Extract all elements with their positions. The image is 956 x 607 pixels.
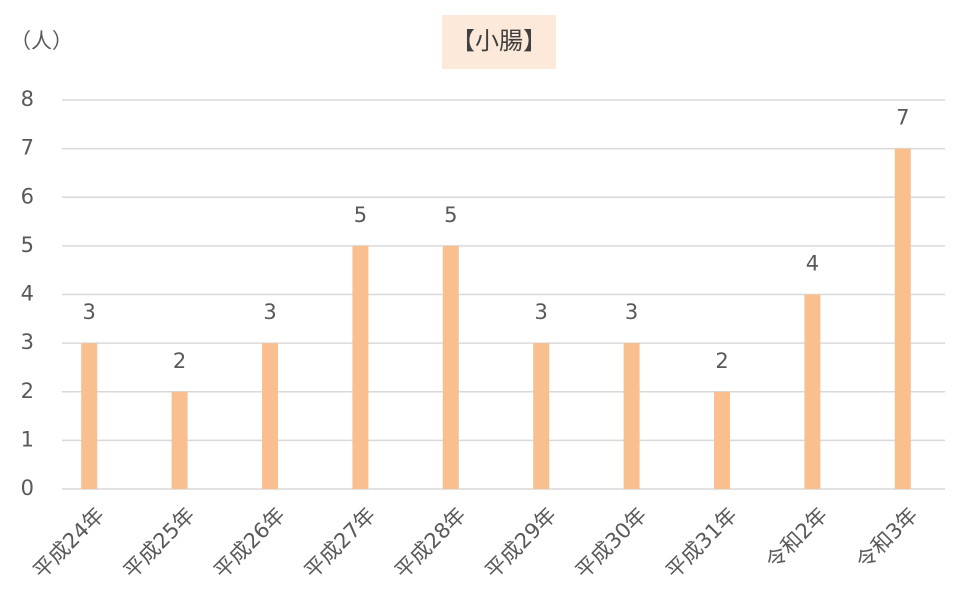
title-box bbox=[442, 15, 556, 69]
x-tick-label: 平成28年 bbox=[390, 503, 470, 583]
bar bbox=[894, 148, 911, 489]
data-label: 5 bbox=[354, 203, 367, 227]
data-label: 4 bbox=[806, 252, 819, 276]
x-tick-label: 平成27年 bbox=[300, 503, 380, 583]
x-tick-label: 平成29年 bbox=[481, 503, 561, 583]
data-label: 3 bbox=[625, 300, 638, 324]
x-tick-label: 平成31年 bbox=[661, 503, 741, 583]
bar bbox=[81, 343, 98, 489]
bar bbox=[442, 245, 459, 489]
bar bbox=[714, 391, 730, 489]
bar bbox=[533, 343, 550, 489]
x-tick-label: 平成24年 bbox=[29, 503, 109, 583]
x-tick-label: 平成25年 bbox=[119, 503, 199, 583]
x-tick-label: 平成30年 bbox=[571, 503, 651, 583]
y-tick-label: 7 bbox=[21, 136, 34, 160]
bar bbox=[262, 343, 278, 489]
y-tick-label: 5 bbox=[21, 233, 34, 257]
data-label: 3 bbox=[263, 300, 276, 324]
bar bbox=[623, 343, 640, 489]
bar bbox=[352, 245, 369, 489]
bar bbox=[171, 391, 188, 489]
data-label: 2 bbox=[173, 349, 186, 373]
y-tick-label: 2 bbox=[21, 379, 34, 403]
y-tick-label: 0 bbox=[21, 476, 34, 500]
x-tick-label: 令和3年 bbox=[852, 503, 923, 574]
data-label: 3 bbox=[535, 300, 548, 324]
y-axis-label: （人） bbox=[10, 29, 73, 53]
y-tick-label: 3 bbox=[21, 330, 34, 354]
y-tick-label: 1 bbox=[21, 427, 34, 451]
chart-title: 【小腸】 bbox=[451, 27, 547, 55]
y-tick-label: 6 bbox=[21, 184, 34, 208]
y-tick-label: 8 bbox=[21, 87, 34, 111]
x-tick-label: 令和2年 bbox=[761, 503, 832, 574]
x-tick-label: 平成26年 bbox=[209, 503, 289, 583]
data-label: 7 bbox=[896, 106, 909, 130]
data-label: 3 bbox=[83, 300, 96, 324]
data-label: 5 bbox=[444, 203, 457, 227]
bar bbox=[804, 294, 821, 489]
y-tick-label: 4 bbox=[21, 282, 34, 306]
data-label: 2 bbox=[715, 349, 728, 373]
